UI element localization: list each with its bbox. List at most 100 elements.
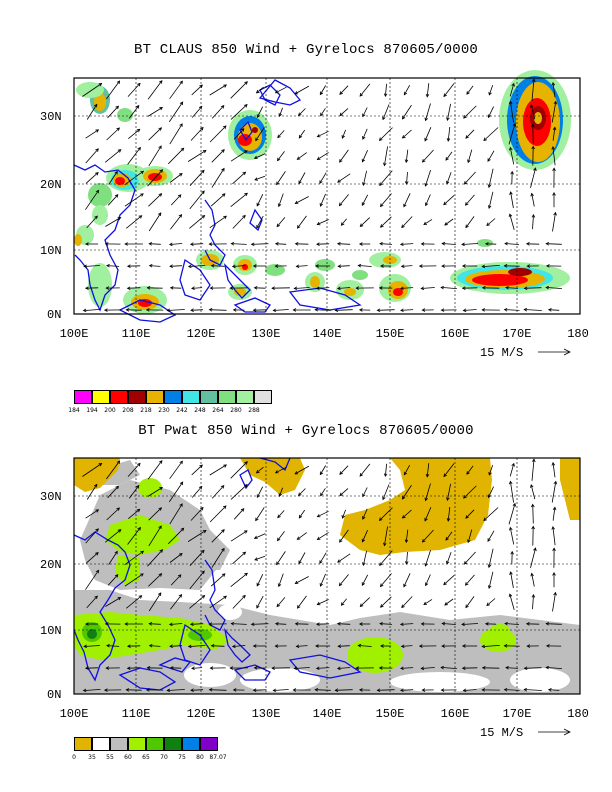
wind-arrow	[405, 529, 409, 543]
wind-arrowhead	[523, 666, 528, 670]
wind-arrowhead	[465, 135, 469, 139]
wind-arrow	[361, 574, 369, 586]
wind-arrowhead	[533, 167, 537, 172]
wind-arrowhead	[553, 591, 557, 596]
wind-arrow	[442, 243, 456, 245]
wind-arrowhead	[83, 644, 87, 649]
wind-arrowhead	[512, 122, 516, 127]
wind-arrowhead	[178, 594, 183, 598]
wind-arrowhead	[316, 242, 320, 246]
wind-arrowhead	[361, 582, 366, 586]
wind-arrow	[505, 667, 519, 669]
wind-arrow	[147, 487, 163, 497]
wind-arrow	[552, 146, 556, 166]
wind-arrow	[443, 463, 455, 477]
wind-arrow	[127, 527, 141, 545]
wind-arrowhead	[98, 463, 103, 467]
wind-arrowhead	[400, 286, 404, 290]
wind-arrow	[190, 309, 204, 311]
colorbar-label: 208	[122, 407, 134, 414]
wind-arrow	[124, 573, 144, 587]
wind-arrowhead	[362, 136, 366, 140]
wind-arrowhead	[126, 286, 131, 290]
colorbar-swatch	[128, 390, 146, 404]
wind-arrowhead	[526, 644, 531, 648]
wind-arrowhead	[95, 528, 99, 532]
wind-arrowhead	[418, 264, 423, 268]
wind-arrowhead	[298, 180, 302, 185]
x-tick-label: 180	[567, 327, 589, 341]
wind-arrow	[231, 243, 247, 245]
wind-arrowhead	[190, 688, 194, 692]
wind-arrowhead	[159, 487, 164, 491]
wind-arrowhead	[531, 78, 536, 83]
wind-arrowhead	[505, 286, 509, 290]
wind-arrowhead	[531, 503, 535, 508]
wind-arrowhead	[221, 547, 225, 552]
wind-arrowhead	[210, 644, 215, 648]
wind-arrowhead	[424, 563, 428, 567]
wind-arrow	[275, 623, 287, 625]
wind-arrowhead	[465, 515, 469, 519]
wind-arrowhead	[552, 506, 557, 511]
wind-arrow	[149, 265, 161, 267]
wind-arrow	[108, 171, 118, 185]
wind-arrowhead	[336, 666, 341, 671]
wind-arrow	[230, 572, 248, 588]
wind-arrow	[508, 123, 516, 145]
wind-arrowhead	[94, 483, 98, 488]
wind-arrow	[320, 108, 326, 116]
wind-arrow	[85, 190, 99, 210]
wind-arrowhead	[551, 81, 556, 86]
wind-arrow	[317, 532, 329, 540]
wind-arrowhead	[243, 484, 248, 488]
colorbar-label: 264	[212, 407, 224, 414]
vector-scale: 15 M/S	[480, 726, 571, 740]
wind-arrowhead	[169, 286, 174, 290]
wind-arrowhead	[244, 461, 248, 465]
wind-arrowhead	[243, 104, 248, 108]
wind-arrowhead	[510, 170, 514, 175]
wind-arrowhead	[525, 622, 530, 626]
wind-arrowhead	[320, 112, 324, 117]
wind-arrow	[276, 597, 286, 607]
x-tick-label: 160E	[441, 707, 470, 721]
wind-arrowhead	[399, 622, 404, 627]
wind-arrow	[230, 461, 248, 479]
wind-arrow	[488, 486, 494, 498]
wind-arrowhead	[158, 193, 163, 197]
wind-arrow	[167, 309, 185, 311]
wind-arrow	[86, 215, 98, 229]
wind-arrowhead	[503, 644, 508, 648]
wind-arrowhead	[201, 190, 205, 195]
wind-arrow	[425, 483, 431, 501]
wind-arrow	[317, 152, 329, 160]
wind-arrow	[191, 667, 203, 669]
wind-arrowhead	[179, 481, 184, 486]
wind-arrowhead	[376, 308, 381, 313]
colorbar-label: 60	[124, 754, 132, 761]
wind-arrowhead	[116, 80, 121, 84]
wind-arrow	[423, 219, 433, 225]
wind-arrow	[107, 194, 119, 206]
wind-arrow	[148, 212, 162, 232]
wind-arrowhead	[420, 666, 425, 671]
wind-arrow	[509, 147, 515, 165]
wind-vectors	[82, 78, 562, 313]
wind-arrowhead	[140, 170, 145, 175]
wind-arrowhead	[240, 508, 245, 512]
wind-arrowhead	[362, 182, 366, 187]
gridlines	[74, 78, 580, 314]
wind-arrow	[532, 504, 534, 524]
wind-arrow	[298, 552, 306, 564]
wind-arrow	[82, 463, 102, 477]
wind-arrowhead	[552, 167, 556, 171]
wind-arrowhead	[104, 242, 109, 246]
wind-arrowhead	[400, 264, 405, 268]
wind-arrow	[402, 104, 412, 120]
wind-arrowhead	[201, 549, 205, 554]
wind-arrow	[337, 243, 351, 245]
wind-arrow	[379, 623, 393, 625]
wind-arrowhead	[464, 582, 469, 586]
wind-arrow	[86, 595, 98, 609]
